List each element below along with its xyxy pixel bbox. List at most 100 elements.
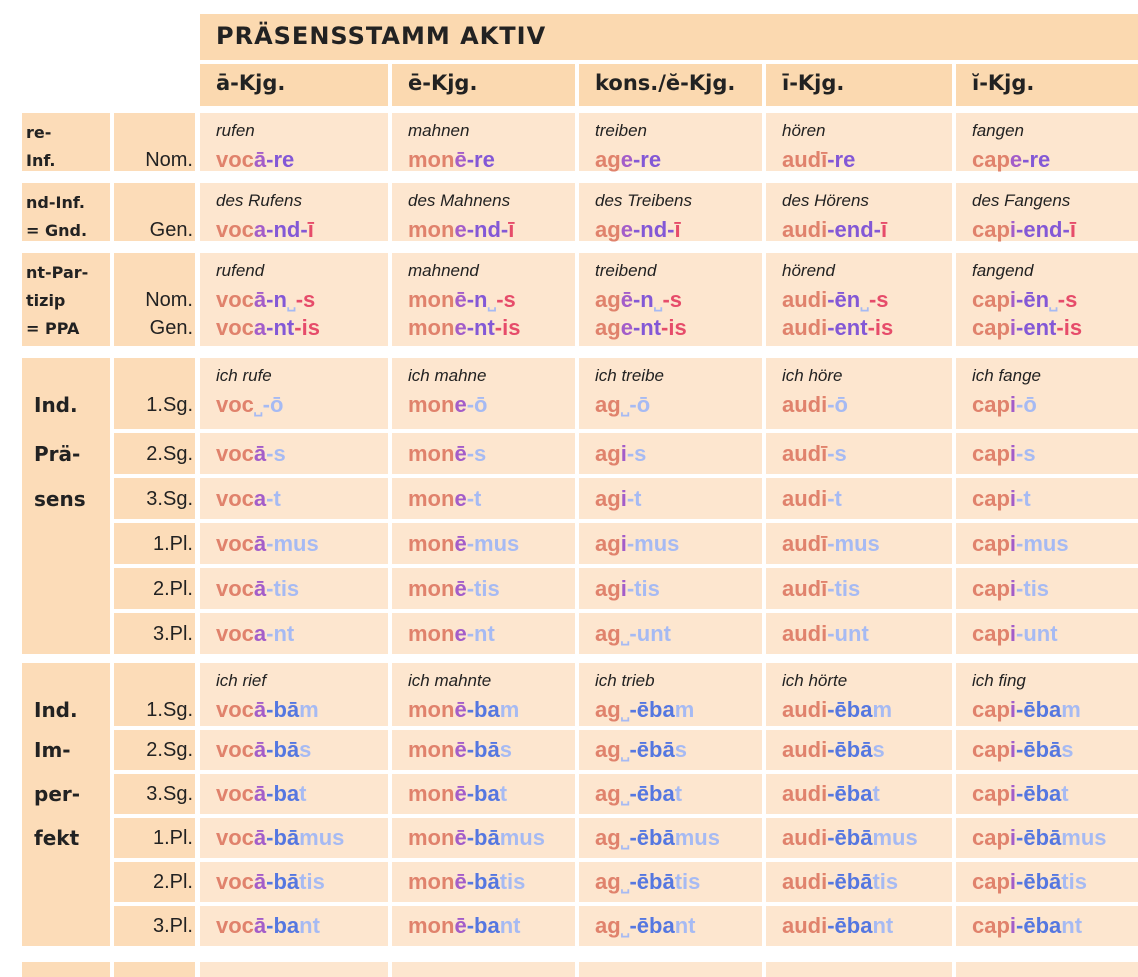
form-segment: -ēbā: [629, 737, 675, 762]
form-segment: voc: [216, 737, 254, 762]
form-segment: -ent: [1016, 315, 1057, 340]
form: audī-mus: [782, 530, 880, 556]
column-header-cell: [200, 64, 388, 106]
form-segment: nt: [1061, 913, 1083, 938]
form: vocā-re: [216, 149, 294, 171]
gloss: ich höre: [782, 366, 843, 385]
form-segment: ā: [253, 781, 267, 806]
form-segment: audi: [782, 392, 828, 417]
gloss: ich mahnte: [408, 671, 492, 690]
form-cell: [956, 183, 1138, 241]
gloss: fangen: [972, 121, 1024, 140]
form-cell: [579, 862, 762, 902]
form: capi-t: [972, 487, 1031, 510]
form-segment: voc: [216, 781, 254, 806]
form-segment: i: [1009, 781, 1017, 806]
form: capi-mus: [972, 530, 1069, 556]
form-segment: m: [674, 697, 695, 722]
form-segment: -bā: [466, 737, 500, 762]
form-cell: [956, 663, 1138, 726]
form: vocā-bātis: [216, 871, 325, 893]
form: audi-ō: [782, 394, 848, 416]
form: ag˽-ēbant: [595, 915, 695, 937]
group-label: fekt: [34, 826, 80, 850]
form-segment: -nt: [266, 315, 295, 340]
group-label-cell: [22, 113, 110, 171]
form-cell: [579, 774, 762, 814]
form-cell: [392, 818, 575, 858]
form-segment: audi: [782, 697, 828, 722]
form: capi-ēbam: [972, 699, 1081, 721]
form-segment: -s: [295, 287, 316, 312]
form-segment: -bā: [266, 825, 300, 850]
form-segment: cap: [972, 287, 1010, 312]
form-segment: t: [499, 781, 508, 806]
form-segment: ā: [253, 440, 267, 466]
form-segment: i: [1009, 620, 1017, 646]
form-segment: ē: [454, 147, 467, 172]
form-segment: -unt: [827, 620, 869, 646]
form-cell: [956, 962, 1138, 977]
form-segment: ē: [454, 913, 467, 938]
form-segment: -ēba: [629, 697, 675, 722]
form-segment: -ēba: [1016, 781, 1062, 806]
form-cell: [200, 433, 388, 474]
form-segment: audī: [782, 147, 828, 172]
form-segment: i: [1009, 825, 1017, 850]
form-cell: [579, 253, 762, 346]
form-segment: mus: [872, 825, 918, 850]
form-segment: -ēbā: [629, 869, 675, 894]
group-label: = PPA: [26, 319, 80, 338]
form-cell: [766, 568, 952, 609]
form-segment: -t: [266, 485, 281, 511]
form-segment: i: [620, 530, 627, 556]
form-segment: -tis: [466, 575, 500, 601]
form: vocā-n˽-s: [216, 289, 315, 311]
form: vocā-s: [216, 440, 286, 466]
form-segment: e: [454, 315, 467, 340]
form-segment: i: [1009, 530, 1017, 556]
form-segment: -ba: [266, 781, 300, 806]
form-segment: audi: [782, 913, 828, 938]
form-cell: [766, 358, 952, 429]
gloss: ich treibe: [595, 366, 664, 385]
group-label: per-: [34, 782, 81, 806]
form-cell: [766, 183, 952, 241]
form-cell: [956, 113, 1138, 171]
form-segment: mon: [408, 737, 455, 762]
form: ag˽-unt: [595, 622, 671, 645]
gloss: hören: [782, 121, 826, 140]
form-segment: audi: [782, 620, 828, 646]
form-segment: ˽: [620, 697, 630, 722]
form-segment: tis: [872, 869, 899, 894]
form-cell: [956, 862, 1138, 902]
form-cell: [392, 613, 575, 654]
form-segment: ag: [595, 869, 621, 894]
form: voc˽-ō: [216, 394, 283, 416]
form-segment: -s: [1016, 440, 1036, 466]
form-cell: [579, 730, 762, 770]
form-segment: e: [454, 485, 467, 511]
form-segment: ag: [595, 781, 621, 806]
form-segment: s: [674, 737, 687, 762]
group-label-cell: [22, 962, 110, 977]
form-cell: [579, 962, 762, 977]
form-cell: [392, 478, 575, 519]
form-segment: mon: [408, 575, 455, 601]
form-segment: ī: [674, 217, 681, 242]
form-cell: [200, 818, 388, 858]
form-segment: ag: [595, 147, 621, 172]
form-segment: audī: [782, 530, 828, 556]
gloss: rufend: [216, 261, 265, 280]
form-segment: ī: [307, 217, 314, 242]
group-label: Inf.: [26, 151, 56, 170]
case-label: 1.Pl.: [152, 827, 193, 849]
form: monē-tis: [408, 575, 500, 601]
form-segment: -bā: [466, 825, 500, 850]
form: capi-ēbāmus: [972, 827, 1107, 849]
form-segment: voc: [216, 315, 254, 340]
form-segment: t: [674, 781, 683, 806]
gloss: ich trieb: [595, 671, 655, 690]
group-label: Prä-: [34, 441, 81, 466]
form-segment: ē: [454, 737, 467, 762]
